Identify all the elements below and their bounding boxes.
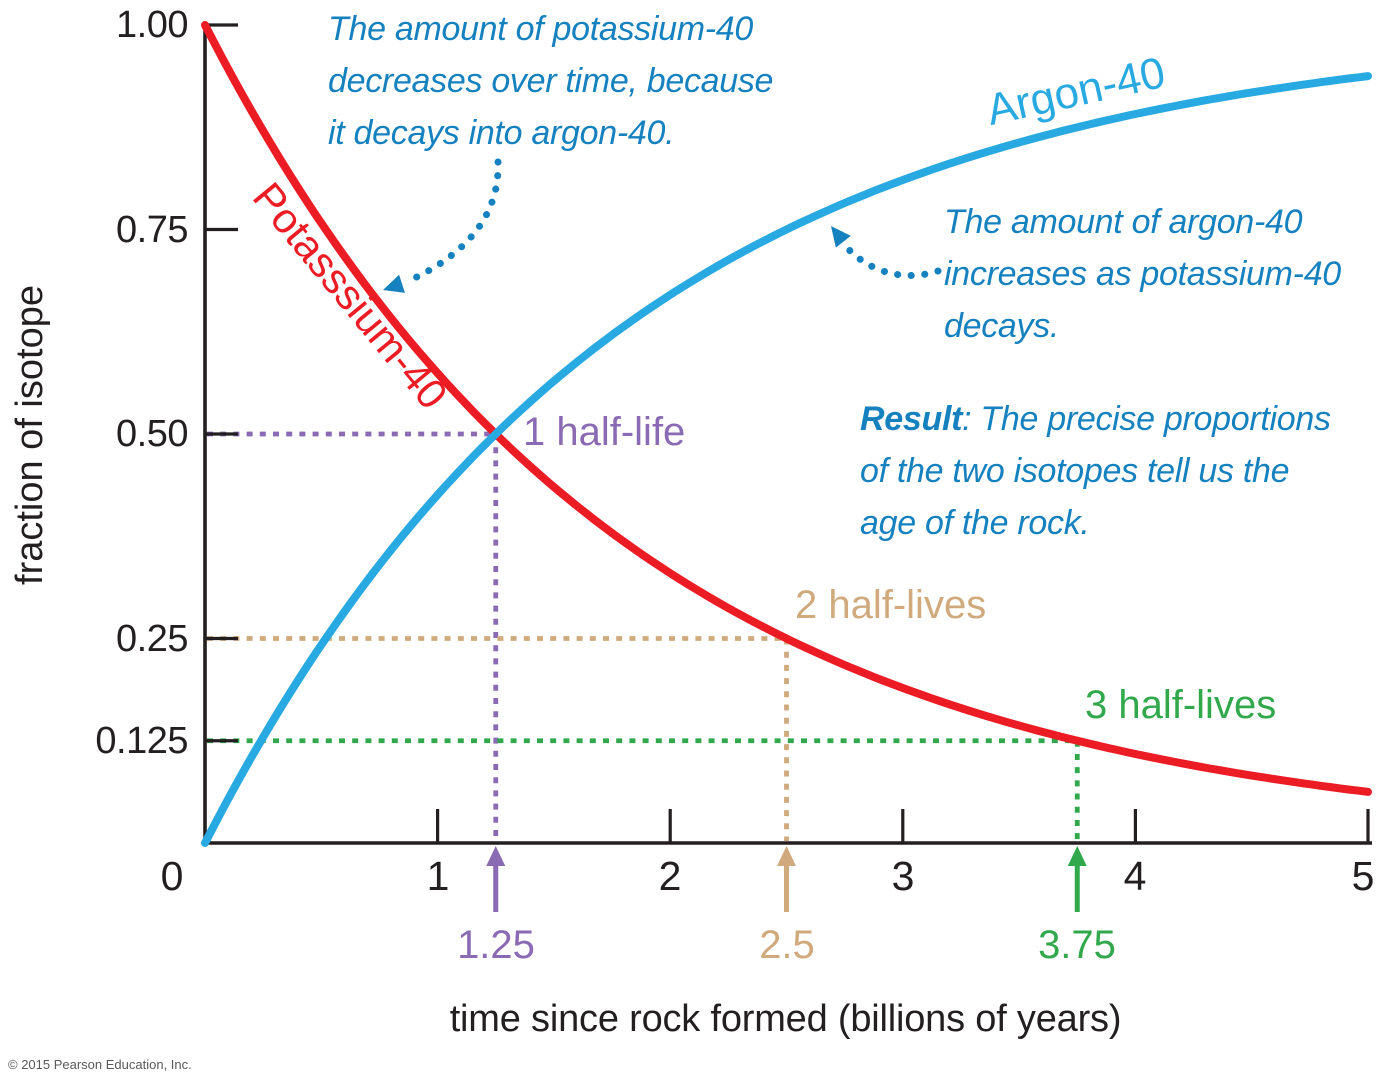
potassium-note-line-1: The amount of potassium-40: [328, 10, 753, 48]
y-tick-label-0-50: 0.50: [116, 413, 188, 455]
x-tick-label-0: 0: [160, 853, 184, 899]
result-note: Result: The precise proportions of the t…: [860, 393, 1331, 549]
potassium-note-line-3: it decays into argon-40.: [328, 114, 675, 152]
potassium-note-line-2: decreases over time, because: [328, 62, 774, 100]
x-tick-label-2: 2: [658, 853, 682, 899]
argon-note-line-1: The amount of argon-40: [944, 203, 1303, 241]
result-note-lead: Result: [860, 400, 963, 438]
result-note-lead-suffix: : The precise proportions: [962, 400, 1331, 438]
y-tick-label-0-75: 0.75: [116, 209, 188, 251]
half-life-1-value: 1.25: [457, 923, 535, 967]
y-tick-label-1-00: 1.00: [116, 4, 188, 46]
half-life-2-label: 2 half-lives: [795, 583, 987, 627]
x-tick-label-3: 3: [891, 853, 915, 899]
copyright-text: © 2015 Pearson Education, Inc.: [8, 1057, 192, 1072]
argon-note-line-2: increases as potassium-40: [944, 255, 1341, 293]
result-note-line-2: of the two isotopes tell us the: [860, 452, 1290, 490]
y-tick-label-0-125: 0.125: [95, 720, 188, 762]
half-life-1-label: 1 half-life: [523, 410, 686, 454]
potassium-note: The amount of potassium-40 decreases ove…: [328, 3, 773, 159]
y-axis-title: fraction of isotope: [9, 285, 51, 585]
result-note-line-1: Result: The precise proportions: [860, 393, 1331, 445]
y-tick-label-0-25: 0.25: [116, 618, 188, 660]
x-tick-label-5: 5: [1351, 853, 1375, 899]
argon-note-line-3: decays.: [944, 307, 1060, 345]
half-life-3-label: 3 half-lives: [1085, 683, 1277, 727]
argon-note: The amount of argon-40 increases as pota…: [944, 196, 1341, 352]
result-note-line-3: age of the rock.: [860, 504, 1090, 542]
half-life-3-value: 3.75: [1038, 923, 1116, 967]
x-axis-title: time since rock formed (billions of year…: [449, 998, 1122, 1040]
half-life-2-value: 2.5: [759, 923, 815, 967]
x-tick-label-1: 1: [426, 853, 450, 899]
x-tick-label-4: 4: [1123, 853, 1147, 899]
